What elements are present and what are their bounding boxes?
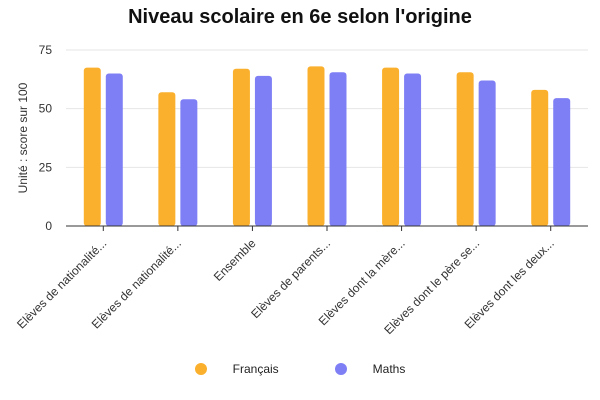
legend-swatch <box>194 363 207 375</box>
y-axis-title: Unité : score sur 100 <box>16 82 30 193</box>
bar-francais[interactable] <box>158 92 176 227</box>
legend-label: Français <box>232 362 279 376</box>
bar-maths[interactable] <box>553 98 571 226</box>
y-tick-label: 0 <box>45 219 52 233</box>
bar-francais[interactable] <box>456 72 474 226</box>
x-tick-label: Ensemble <box>211 236 259 284</box>
legend: Français Maths <box>0 362 600 376</box>
y-tick-label: 25 <box>39 160 53 174</box>
bar-maths[interactable] <box>404 73 422 226</box>
bar-francais[interactable] <box>307 66 325 226</box>
y-tick-label: 75 <box>39 43 53 57</box>
x-axis-ticks: Elèves de nationalité...Elèves de nation… <box>14 226 557 337</box>
bars <box>83 66 571 227</box>
bar-maths[interactable] <box>180 99 198 226</box>
y-axis-ticks: 0 25 50 75 <box>39 43 53 233</box>
bar-maths[interactable] <box>329 72 347 226</box>
bar-francais[interactable] <box>382 67 400 226</box>
legend-swatch <box>334 363 347 375</box>
bar-maths[interactable] <box>254 75 272 227</box>
y-tick-label: 50 <box>39 102 53 116</box>
bar-francais[interactable] <box>232 68 250 226</box>
bar-maths[interactable] <box>105 73 123 226</box>
legend-item-francais[interactable]: Français <box>194 362 279 376</box>
chart-title: Niveau scolaire en 6e selon l'origine <box>128 6 472 28</box>
x-tick-label: Elèves de parents... <box>248 236 333 321</box>
gridlines <box>66 49 588 168</box>
bar-francais[interactable] <box>531 89 549 226</box>
legend-label: Maths <box>372 362 406 376</box>
legend-item-maths[interactable]: Maths <box>334 362 406 376</box>
bar-francais[interactable] <box>83 67 101 226</box>
bar-maths[interactable] <box>478 80 496 226</box>
